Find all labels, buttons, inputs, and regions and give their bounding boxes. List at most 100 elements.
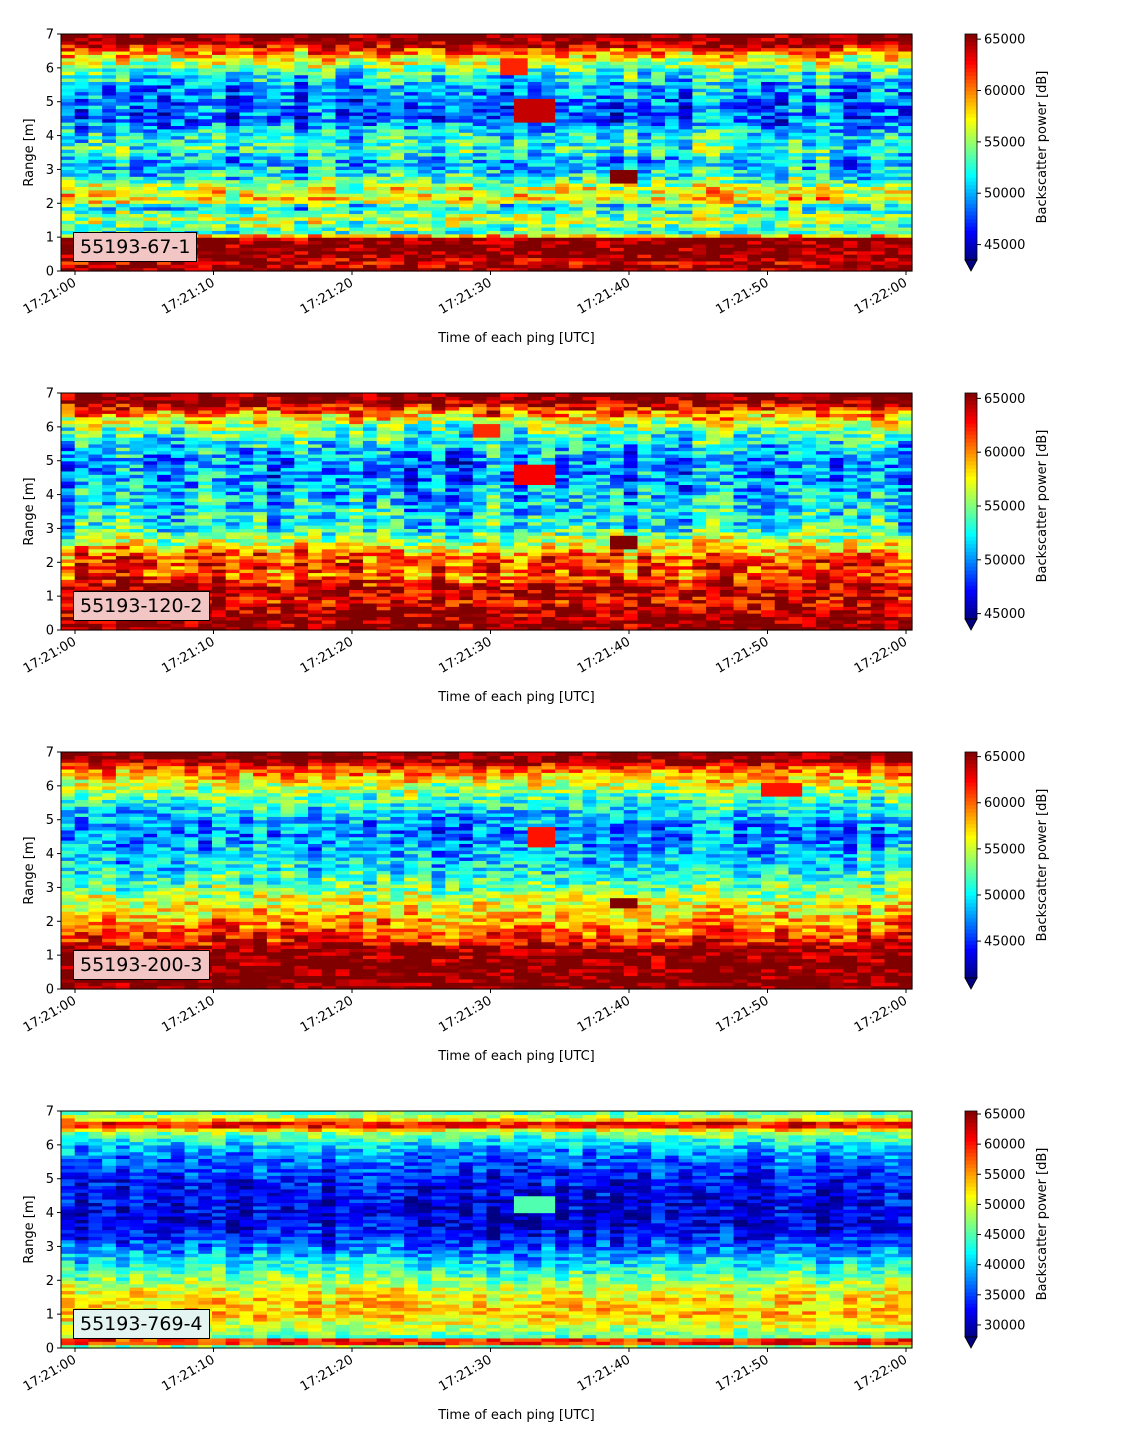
heatmap-cell	[198, 74, 213, 79]
heatmap-cell	[472, 182, 488, 187]
heatmap-cell	[239, 172, 254, 177]
heatmap-cell	[349, 40, 364, 45]
heatmap-cell	[115, 548, 131, 553]
heatmap-cell	[472, 98, 488, 103]
heatmap-cell	[88, 430, 103, 435]
heatmap-cell	[445, 226, 460, 231]
heatmap-cell	[706, 152, 721, 157]
heatmap-cell	[527, 210, 543, 215]
heatmap-cell	[637, 213, 652, 218]
heatmap-cell	[404, 74, 419, 79]
heatmap-cell	[431, 226, 446, 231]
heatmap-cell	[513, 135, 529, 140]
heatmap-cell	[239, 40, 254, 45]
heatmap-cell	[459, 57, 474, 62]
heatmap-cell	[555, 128, 570, 133]
heatmap-cell	[486, 233, 501, 238]
heatmap-cell	[239, 179, 254, 184]
heatmap-cell	[88, 501, 103, 506]
heatmap-cell	[500, 57, 515, 62]
heatmap-cell	[335, 37, 350, 42]
heatmap-cell	[280, 78, 295, 82]
heatmap-cell	[280, 111, 295, 116]
heatmap-cell	[294, 237, 309, 242]
heatmap-cell	[596, 155, 611, 160]
heatmap-cell	[815, 230, 831, 235]
heatmap-cell	[308, 179, 323, 184]
heatmap-cell	[733, 166, 748, 171]
colorbar-segment	[965, 158, 977, 163]
heatmap-cell	[184, 142, 199, 147]
heatmap-cell	[527, 260, 543, 265]
heatmap-cell	[349, 44, 364, 49]
heatmap-cell	[870, 81, 886, 86]
heatmap-cell	[280, 220, 295, 225]
heatmap-cell	[129, 433, 144, 438]
heatmap-cell	[225, 220, 241, 225]
heatmap-cell	[637, 81, 652, 86]
heatmap-cell	[445, 176, 460, 181]
heatmap-cell	[898, 64, 913, 69]
heatmap-cell	[870, 176, 886, 181]
heatmap-cell	[596, 267, 611, 272]
heatmap-cell	[459, 47, 474, 52]
heatmap-cell	[815, 172, 831, 177]
heatmap-cell	[61, 626, 76, 631]
heatmap-cell	[184, 74, 199, 79]
heatmap-cell	[815, 84, 831, 89]
heatmap-cell	[500, 230, 515, 235]
heatmap-cell	[843, 182, 858, 187]
heatmap-cell	[898, 101, 913, 106]
heatmap-cell	[102, 57, 117, 62]
heatmap-cell	[829, 264, 844, 269]
heatmap-cell	[362, 179, 378, 184]
heatmap-cell	[719, 132, 735, 137]
heatmap-cell	[102, 541, 117, 546]
heatmap-cell	[198, 98, 213, 103]
heatmap-cell	[733, 132, 748, 137]
heatmap-cell	[88, 623, 103, 628]
heatmap-cell	[280, 122, 295, 127]
heatmap-cell	[321, 111, 337, 116]
y-tick-label: 6	[46, 61, 54, 76]
heatmap-cell	[266, 91, 282, 96]
heatmap-cell	[129, 189, 144, 194]
colorbar-segment	[965, 177, 977, 182]
heatmap-cell	[788, 57, 803, 62]
heatmap-cell	[857, 149, 872, 154]
heatmap-cell	[555, 216, 570, 221]
heatmap-cell	[74, 91, 90, 96]
heatmap-cell	[225, 159, 241, 164]
heatmap-cell	[253, 105, 268, 110]
heatmap-cell	[335, 264, 350, 269]
heatmap-cell	[431, 88, 446, 93]
heatmap-cell	[157, 260, 172, 265]
heatmap-cell	[500, 254, 515, 259]
heatmap-cell	[733, 149, 748, 154]
heatmap-cell	[541, 40, 556, 45]
heatmap-cell	[88, 210, 103, 215]
heatmap-cell	[582, 254, 597, 259]
heatmap-cell	[706, 237, 721, 242]
heatmap-cell	[239, 50, 254, 55]
heatmap-cell	[376, 179, 392, 184]
heatmap-cell	[623, 257, 639, 262]
heatmap-cell	[239, 226, 254, 231]
heatmap-cell	[225, 247, 241, 252]
heatmap-cell	[225, 91, 241, 96]
heatmap-cell	[857, 152, 872, 157]
heatmap-cell	[472, 138, 488, 143]
heatmap-cell	[376, 122, 392, 127]
heatmap-cell	[404, 233, 419, 238]
heatmap-cell	[459, 223, 474, 228]
heatmap-cell	[500, 61, 515, 66]
heatmap-cell	[266, 84, 282, 89]
heatmap-cell	[610, 122, 625, 127]
heatmap-cell	[692, 216, 707, 221]
heatmap-cell	[623, 61, 639, 66]
heatmap-cell	[61, 406, 76, 411]
heatmap-cell	[678, 233, 693, 238]
heatmap-cell	[61, 501, 76, 506]
heatmap-cell	[829, 88, 844, 93]
heatmap-cell	[225, 254, 241, 259]
